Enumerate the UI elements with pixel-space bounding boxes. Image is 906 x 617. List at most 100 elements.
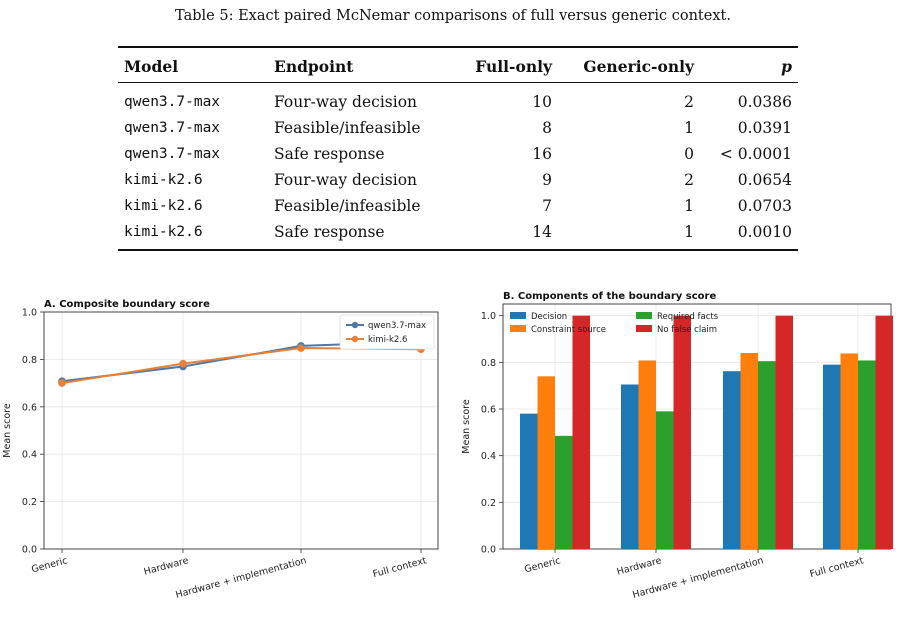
y-tick-label: 0.0: [481, 545, 496, 556]
cell-full-only: 7: [542, 197, 552, 215]
bar-required-facts: [555, 435, 573, 549]
legend: Decision Constraint source Required facts N…: [510, 312, 719, 335]
y-tick-label: 1.0: [22, 308, 37, 319]
table-row: qwen3.7-max Four-way decision 10 2 0.038…: [118, 83, 798, 116]
header-generic-only: Generic-only: [583, 57, 694, 76]
x-tick-label: Generic: [523, 555, 561, 575]
bar-constraint-source: [537, 376, 555, 549]
bar-constraint-source: [740, 353, 758, 549]
y-tick-label: 0.4: [22, 450, 37, 461]
cell-model: kimi-k2.6: [124, 224, 203, 240]
y-tick-label: 1.0: [481, 311, 496, 322]
bar-no-false-claim: [875, 315, 893, 549]
x-tick-label: Hardware: [143, 555, 190, 578]
bar-no-false-claim: [572, 315, 590, 549]
data-point: [58, 379, 66, 387]
header-model: Model: [124, 57, 179, 76]
x-tick-label: Hardware + implementation: [174, 555, 307, 601]
table-row: kimi-k2.6 Four-way decision 9 2 0.0654: [118, 167, 798, 193]
data-point: [297, 344, 305, 352]
cell-endpoint: Feasible/infeasible: [274, 119, 421, 137]
legend-label: qwen3.7-max: [368, 321, 426, 331]
bar-decision: [823, 364, 841, 549]
legend-swatch: [510, 325, 526, 332]
y-tick-label: 0.2: [481, 498, 496, 509]
bar-decision: [520, 413, 538, 549]
table-caption: Table 5: Exact paired McNemar comparison…: [175, 8, 731, 24]
bar-decision: [621, 384, 639, 549]
x-tick-label: Hardware: [616, 555, 663, 578]
y-tick-label: 0.0: [22, 545, 37, 556]
cell-generic-only: 1: [684, 119, 694, 137]
cell-full-only: 8: [542, 119, 552, 137]
y-tick-label: 0.4: [481, 451, 496, 462]
cell-p: 0.0391: [737, 119, 792, 137]
cell-generic-only: 1: [684, 197, 694, 215]
cell-p: 0.0654: [737, 171, 792, 189]
cell-p: 0.0703: [737, 197, 792, 215]
cell-full-only: 14: [532, 223, 552, 241]
legend-marker: [351, 321, 359, 329]
cell-model: qwen3.7-max: [124, 146, 221, 162]
legend-label: Decision: [531, 312, 567, 322]
cell-endpoint: Four-way decision: [274, 93, 418, 111]
series-line-kimi-k2.6: [61, 347, 422, 385]
x-tick-label: Generic: [30, 555, 68, 575]
y-tick-label: 0.8: [481, 358, 496, 369]
table-row: qwen3.7-max Safe response 16 0 < 0.0001: [118, 141, 798, 167]
y-tick-label: 0.8: [22, 355, 37, 366]
data-point: [179, 359, 187, 368]
cell-model: qwen3.7-max: [124, 94, 221, 110]
cell-full-only: 9: [542, 171, 552, 189]
bar-constraint-source: [638, 360, 656, 549]
cell-endpoint: Safe response: [274, 223, 385, 241]
legend-swatch: [636, 312, 652, 319]
cell-model: kimi-k2.6: [124, 172, 203, 188]
mcnemar-table: Model Endpoint Full-only Generic-only p …: [118, 46, 798, 251]
header-p: p: [781, 57, 792, 76]
x-tick-label: Full context: [372, 555, 428, 580]
y-axis-label: Mean score: [2, 403, 13, 458]
cell-p: < 0.0001: [719, 145, 792, 163]
legend-marker: [351, 335, 359, 343]
cell-p: 0.0010: [737, 223, 792, 241]
legend-label: Constraint source: [531, 325, 606, 335]
bar-required-facts: [858, 360, 876, 549]
legend-swatch: [636, 325, 652, 332]
bar-no-false-claim: [673, 315, 691, 549]
table-header-row: Model Endpoint Full-only Generic-only p: [118, 47, 798, 83]
header-full-only: Full-only: [475, 57, 552, 76]
bar-required-facts: [656, 411, 674, 549]
cell-p: 0.0386: [737, 93, 792, 111]
plot-frame: [43, 311, 439, 550]
cell-full-only: 10: [532, 93, 552, 111]
legend-label: No false claim: [657, 325, 717, 335]
table-row: kimi-k2.6 Safe response 14 1 0.0010: [118, 219, 798, 250]
y-tick-label: 0.6: [481, 405, 496, 416]
cell-endpoint: Safe response: [274, 145, 385, 163]
cell-endpoint: Four-way decision: [274, 171, 418, 189]
table-row: qwen3.7-max Feasible/infeasible 8 1 0.03…: [118, 115, 798, 141]
cell-model: qwen3.7-max: [124, 120, 221, 136]
bar-no-false-claim: [775, 315, 793, 549]
table-row: kimi-k2.6 Feasible/infeasible 7 1 0.0703: [118, 193, 798, 219]
y-axis-label: Mean score: [461, 399, 472, 454]
cell-endpoint: Feasible/infeasible: [274, 197, 421, 215]
legend-label: kimi-k2.6: [368, 335, 407, 345]
cell-generic-only: 2: [684, 171, 694, 189]
header-endpoint: Endpoint: [274, 57, 354, 76]
legend: qwen3.7-max kimi-k2.6: [339, 314, 435, 350]
chart-title: A. Composite boundary score: [44, 299, 210, 310]
composite-score-line-chart: 0.0 0.2 0.4 0.6 0.8 1.0 Generic HardwareHardwar…: [2, 299, 439, 601]
bar-required-facts: [758, 361, 776, 549]
y-tick-label: 0.6: [22, 402, 37, 413]
legend-box: [339, 314, 435, 350]
chart-title: B. Components of the boundary score: [503, 291, 716, 302]
legend-label: Required facts: [657, 312, 719, 322]
x-tick-label: Full context: [809, 555, 865, 580]
cell-generic-only: 2: [684, 93, 694, 111]
cell-generic-only: 1: [684, 223, 694, 241]
cell-model: kimi-k2.6: [124, 198, 203, 214]
cell-full-only: 16: [532, 145, 552, 163]
